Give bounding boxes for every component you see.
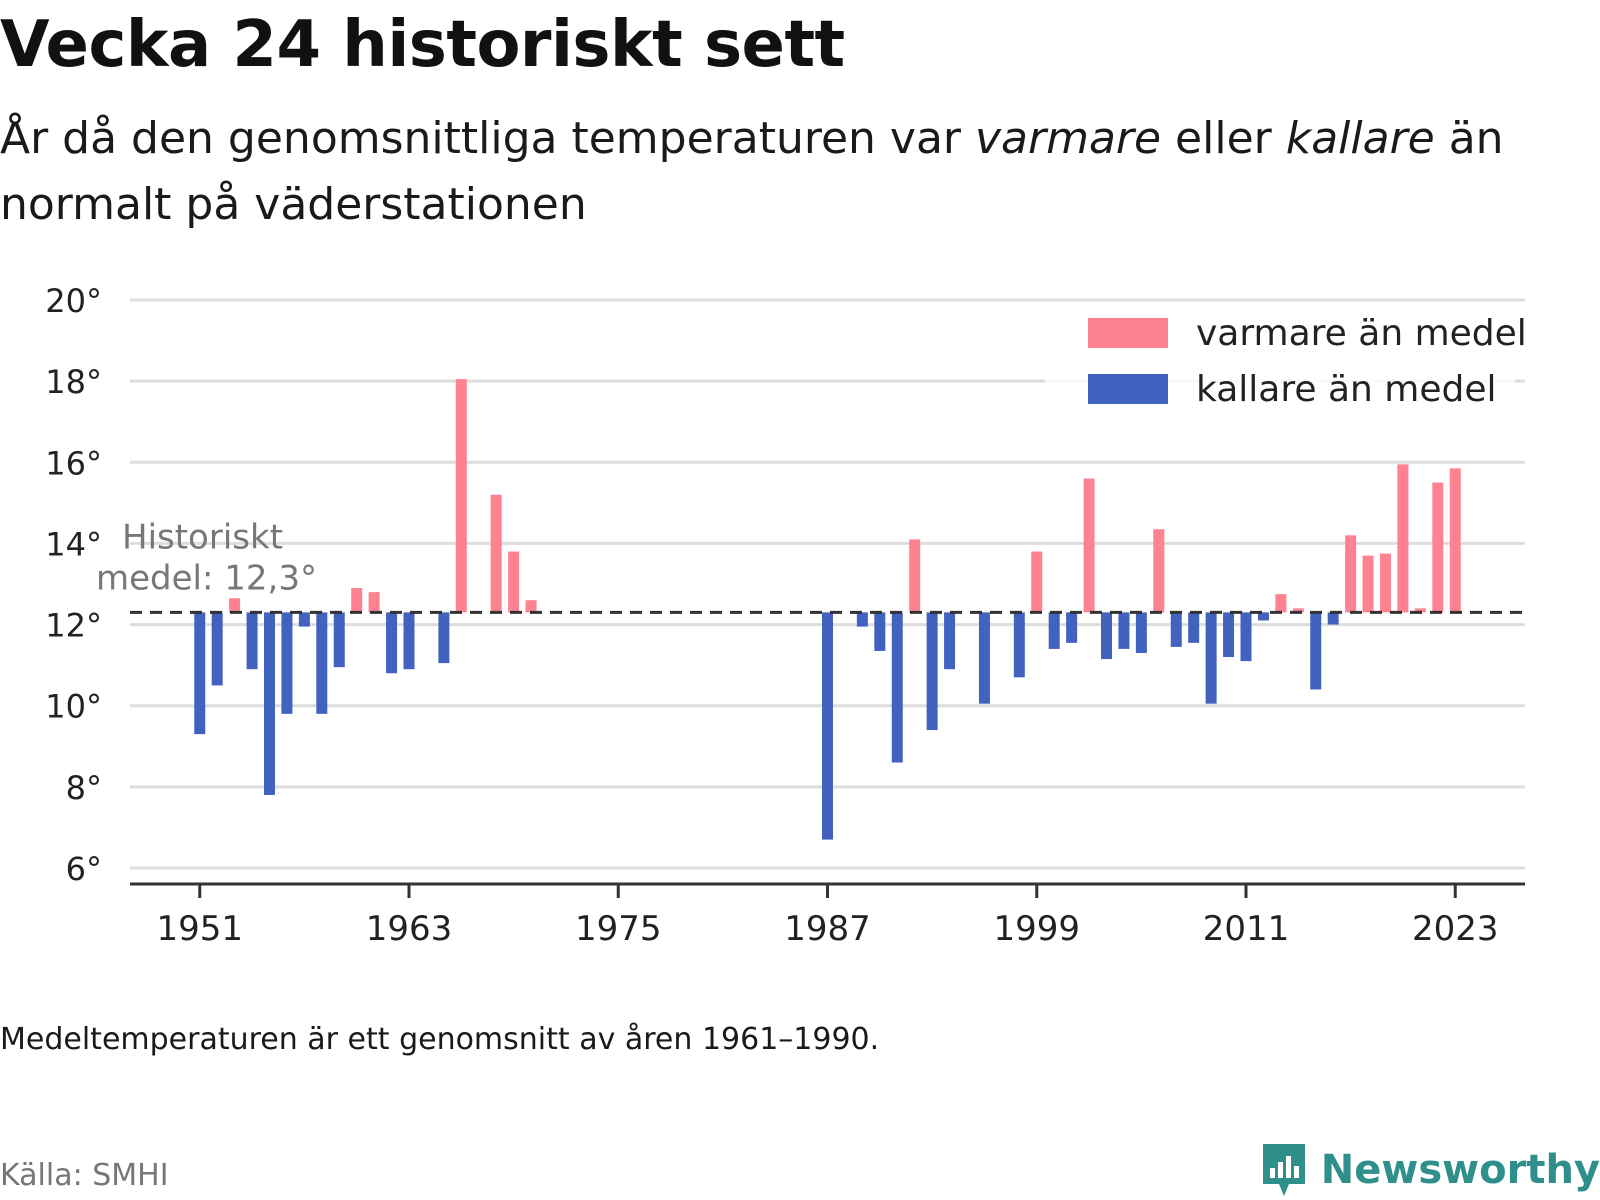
- y-tick-label: 20°: [45, 282, 102, 320]
- bar-cold-1965: [438, 612, 450, 664]
- bar-warm-2020: [1397, 464, 1409, 613]
- y-tick-label: 8°: [66, 769, 102, 807]
- bar-warm-2017: [1345, 535, 1357, 613]
- bar-cold-2015: [1310, 612, 1322, 690]
- x-tick-label: 2011: [1203, 909, 1290, 949]
- brand-logo[interactable]: Newsworthy: [1259, 1140, 1600, 1200]
- bar-cold-1951: [194, 612, 206, 735]
- bar-cold-1956: [281, 612, 293, 714]
- legend-label-warm: varmare än medel: [1196, 313, 1527, 354]
- bar-cold-2012: [1257, 612, 1269, 621]
- subtitle-post: än normalt på väderstationen: [0, 113, 1504, 230]
- mean-label-line2: medel: 12,3°: [96, 558, 317, 598]
- source-label: Källa: SMHI: [0, 1158, 169, 1193]
- y-tick-label: 16°: [45, 444, 102, 482]
- bar-cold-1952: [211, 612, 223, 686]
- legend-swatch-warm: [1088, 318, 1168, 348]
- bar-warm-2014: [1292, 608, 1304, 613]
- y-tick-label: 12°: [45, 607, 102, 645]
- bar-cold-1996: [978, 612, 990, 704]
- bar-cold-1993: [926, 612, 938, 731]
- bar-cold-1962: [386, 612, 398, 674]
- legend-label-cold: kallare än medel: [1196, 369, 1496, 410]
- bar-cold-1987: [822, 612, 833, 840]
- bar-cold-2016: [1327, 612, 1339, 625]
- bar-cold-1990: [874, 612, 886, 651]
- bar-warm-2013: [1275, 594, 1287, 613]
- bar-cold-1963: [403, 612, 415, 670]
- x-tick-label: 1987: [784, 909, 871, 949]
- bar-cold-2005: [1135, 612, 1147, 653]
- bar-cold-1954: [246, 612, 258, 670]
- bar-cold-2004: [1118, 612, 1130, 649]
- footnote: Medeltemperaturen är ett genomsnitt av å…: [0, 1022, 880, 1057]
- chart-title: Vecka 24 historiskt sett: [0, 8, 845, 82]
- subtitle-cold-word: kallare: [1285, 113, 1435, 164]
- bar-cold-1958: [316, 612, 328, 714]
- y-tick-label: 6°: [66, 850, 102, 888]
- bar-warm-2018: [1362, 555, 1374, 613]
- bar-warm-1970: [525, 600, 537, 613]
- bar-warm-1961: [368, 592, 380, 613]
- bar-warm-1968: [490, 494, 502, 613]
- bar-warm-1999: [1031, 551, 1043, 613]
- bar-cold-2000: [1048, 612, 1060, 649]
- bar-warm-2022: [1432, 482, 1444, 613]
- subtitle-pre: År då den genomsnittliga temperaturen va…: [0, 113, 975, 164]
- bar-warm-2021: [1414, 608, 1426, 613]
- bar-warm-2023: [1449, 468, 1461, 613]
- bar-cold-2009: [1205, 612, 1217, 704]
- bar-warm-1969: [508, 551, 520, 613]
- bar-warm-1960: [351, 588, 363, 613]
- x-tick-label: 1975: [575, 909, 662, 949]
- brand-name: Newsworthy: [1320, 1147, 1600, 1193]
- bar-warm-2006: [1153, 529, 1165, 613]
- newsworthy-logo-icon: [1262, 1144, 1305, 1196]
- bar-cold-1955: [264, 612, 275, 795]
- bar-cold-2003: [1101, 612, 1112, 660]
- bar-cold-2001: [1066, 612, 1078, 643]
- bar-warm-1992: [909, 539, 921, 613]
- subtitle-mid: eller: [1161, 113, 1286, 164]
- bar-cold-2008: [1188, 612, 1200, 643]
- bar-cold-1998: [1013, 612, 1025, 678]
- y-tick-label: 18°: [45, 363, 102, 401]
- bar-warm-1953: [229, 598, 241, 613]
- subtitle-warm-word: varmare: [974, 113, 1162, 164]
- bar-warm-1966: [455, 379, 467, 613]
- y-tick-label: 10°: [45, 688, 102, 726]
- bar-warm-2019: [1380, 553, 1391, 613]
- legend-swatch-cold: [1088, 374, 1168, 404]
- x-tick-label: 1963: [366, 909, 453, 949]
- bar-cold-2011: [1240, 612, 1252, 662]
- bar-chart: 6° 8° 10° 12° 14° 16° 18° 20° 1951 1963 1975 1987 19…: [45, 282, 1527, 949]
- bar-cold-1994: [944, 612, 956, 670]
- bar-warm-2002: [1083, 478, 1095, 613]
- y-tick-label: 14°: [45, 525, 102, 563]
- chart-subtitle: År då den genomsnittliga temperaturen va…: [0, 106, 1560, 238]
- bar-cold-1959: [333, 612, 345, 668]
- bar-cold-1989: [856, 612, 868, 627]
- x-tick-label: 1999: [993, 909, 1080, 949]
- bar-cold-2007: [1170, 612, 1182, 647]
- bar-cold-1957: [298, 612, 310, 627]
- mean-label-line1: Historiskt: [122, 517, 283, 557]
- x-tick-label: 2023: [1412, 909, 1499, 949]
- bar-cold-2010: [1223, 612, 1235, 658]
- bar-cold-1991: [891, 612, 903, 763]
- x-tick-label: 1951: [156, 909, 243, 949]
